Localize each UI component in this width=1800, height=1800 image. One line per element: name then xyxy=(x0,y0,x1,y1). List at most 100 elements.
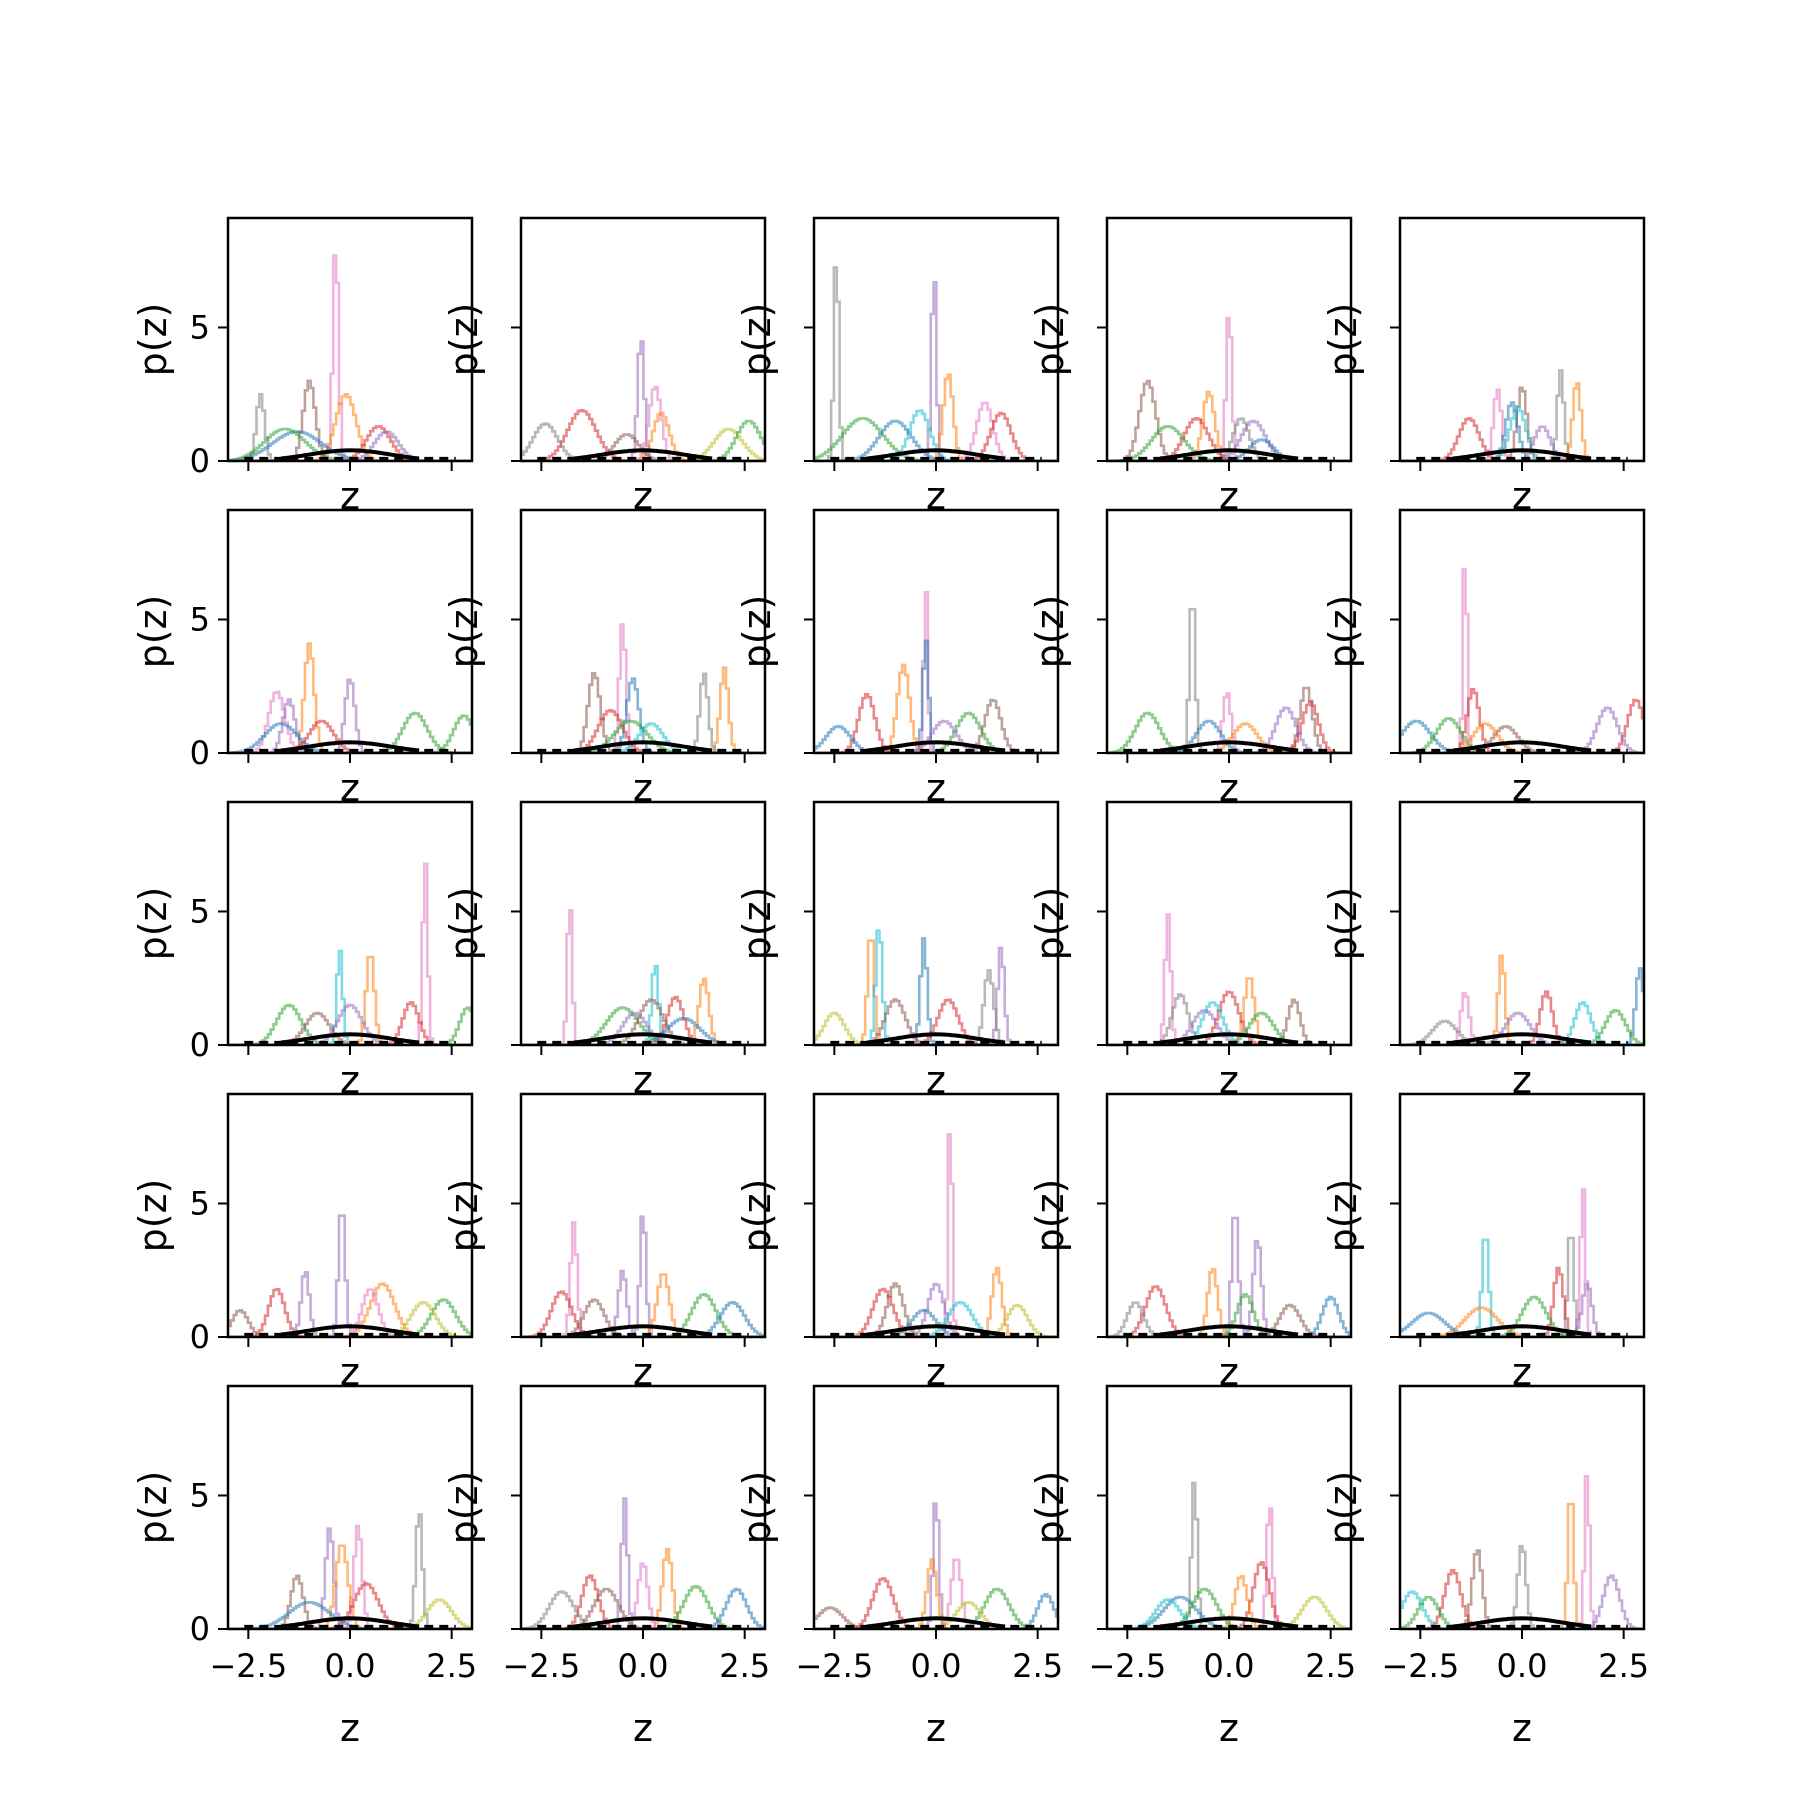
plot-area xyxy=(521,909,765,1045)
histogram-series xyxy=(814,929,1058,1045)
histogram-series xyxy=(1107,1295,1351,1337)
histogram-series xyxy=(1107,686,1351,753)
subplot: 0 5 z p(z) xyxy=(131,1092,474,1394)
histogram-series xyxy=(814,1303,1058,1337)
subplot: z p(z) xyxy=(1028,1092,1353,1394)
histogram-series xyxy=(814,1011,1058,1045)
x-axis-label: z xyxy=(340,1350,360,1394)
histogram-series xyxy=(228,430,472,461)
x-tick-label: 2.5 xyxy=(1598,1647,1649,1685)
y-axis-label: p(z) xyxy=(1028,1471,1072,1545)
prior-density-curve xyxy=(280,1032,420,1045)
prior-density-curve xyxy=(573,740,713,753)
plot-area xyxy=(1107,1481,1351,1629)
histogram-series xyxy=(1107,1575,1351,1629)
x-axis-label: z xyxy=(1219,766,1239,810)
y-tick-label: 5 xyxy=(190,892,210,930)
histogram-series xyxy=(228,1003,472,1045)
plot-area xyxy=(1107,316,1351,461)
y-tick-label: 0 xyxy=(190,1318,210,1356)
axes-frame xyxy=(812,800,1060,1047)
histogram-series xyxy=(814,939,1058,1045)
y-tick-label: 5 xyxy=(190,1476,210,1514)
x-axis-label: z xyxy=(633,1350,653,1394)
histogram-series xyxy=(521,433,765,461)
axes-frame xyxy=(1398,1092,1646,1339)
histogram-series xyxy=(1400,1574,1644,1629)
subplot: 0 5 z p(z) xyxy=(131,800,474,1102)
histogram-series xyxy=(521,1301,765,1337)
histogram-series xyxy=(228,714,472,753)
histogram-series xyxy=(521,1273,765,1337)
y-tick-label: 0 xyxy=(190,1026,210,1064)
histogram-series xyxy=(1400,698,1644,753)
subplot: z p(z) xyxy=(735,216,1060,518)
plot-area xyxy=(1107,913,1351,1045)
histogram-series xyxy=(228,722,472,753)
histogram-series xyxy=(1400,406,1644,461)
x-tick-label: 2.5 xyxy=(1012,1647,1063,1685)
histogram-series xyxy=(1400,1590,1644,1629)
histogram-series xyxy=(814,639,1058,753)
plot-area xyxy=(1107,1216,1351,1337)
histogram-series xyxy=(521,1221,765,1337)
histogram-series xyxy=(814,417,1058,461)
y-tick-label: 5 xyxy=(190,600,210,638)
subplot: z p(z) xyxy=(442,508,767,810)
x-axis-label: z xyxy=(633,1706,653,1750)
histogram-series xyxy=(228,1582,472,1629)
histogram-series xyxy=(521,1290,765,1337)
x-axis-label: z xyxy=(1512,1058,1532,1102)
prior-density-curve xyxy=(866,1032,1006,1045)
histogram-series xyxy=(814,266,1058,461)
histogram-series xyxy=(1400,954,1644,1045)
axes-frame xyxy=(1105,1384,1353,1631)
histogram-series xyxy=(1400,1295,1644,1337)
histogram-series xyxy=(1107,692,1351,753)
histogram-series xyxy=(521,1006,765,1045)
plot-area xyxy=(814,590,1058,753)
histogram-series xyxy=(228,1524,472,1629)
histogram-series xyxy=(1400,1238,1644,1337)
x-tick-label: 0.0 xyxy=(1497,1647,1548,1685)
histogram-series xyxy=(1400,706,1644,753)
plot-area xyxy=(814,266,1058,461)
prior-density-curve xyxy=(280,1324,420,1337)
plot-area xyxy=(1107,607,1351,753)
histogram-series xyxy=(1400,990,1644,1045)
histogram-series xyxy=(521,422,765,461)
histogram-series xyxy=(521,386,765,461)
histogram-series xyxy=(1107,1595,1351,1629)
subplot: z p(z) xyxy=(1321,508,1646,810)
prior-density-curve xyxy=(866,1324,1006,1337)
x-tick-label: 0.0 xyxy=(1204,1647,1255,1685)
histogram-series xyxy=(521,1293,765,1337)
histogram-series xyxy=(521,1562,765,1629)
plot-area xyxy=(1400,954,1644,1045)
histogram-series xyxy=(1107,1507,1351,1629)
subplot: 0 5 −2.5 0.0 2.5 z p(z) xyxy=(131,1384,477,1750)
axes-frame xyxy=(519,216,767,463)
histogram-series xyxy=(814,409,1058,461)
histogram-series xyxy=(1400,1011,1644,1045)
axes-frame xyxy=(226,1092,474,1339)
histogram-series xyxy=(1107,1001,1351,1045)
histogram-series xyxy=(1107,1293,1351,1337)
x-axis-label: z xyxy=(633,766,653,810)
histogram-series xyxy=(1400,1009,1644,1045)
axes-frame xyxy=(1398,800,1646,1047)
y-axis-label: p(z) xyxy=(1028,1179,1072,1253)
y-axis-label: p(z) xyxy=(1321,1471,1365,1545)
prior-density-curve xyxy=(1159,1324,1299,1337)
y-axis-label: p(z) xyxy=(1321,887,1365,961)
prior-density-curve xyxy=(1159,740,1299,753)
histogram-series xyxy=(1400,1569,1644,1629)
y-axis-label: p(z) xyxy=(131,595,175,669)
axes-frame xyxy=(812,508,1060,755)
histogram-series xyxy=(1400,725,1644,753)
histogram-series xyxy=(521,1011,765,1045)
x-axis-label: z xyxy=(340,1706,360,1750)
y-tick-label: 0 xyxy=(190,442,210,480)
histogram-series xyxy=(521,909,765,1045)
histogram-series xyxy=(521,998,765,1045)
